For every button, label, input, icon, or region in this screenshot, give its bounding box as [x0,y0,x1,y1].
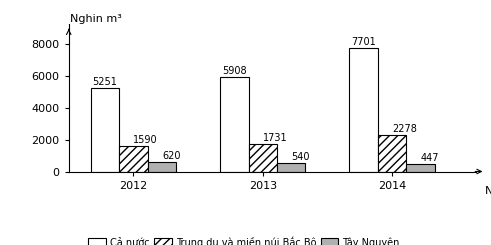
Legend: Cả nước, Trung du và miền núi Bắc Bộ, Tây Nguyên: Cả nước, Trung du và miền núi Bắc Bộ, Tâ… [84,233,404,245]
Text: Nghin m³: Nghin m³ [70,14,122,24]
Bar [378,135,407,172]
Bar [407,164,435,172]
Text: Năm: Năm [485,186,491,196]
Text: 1590: 1590 [134,135,158,145]
Text: 7701: 7701 [352,37,376,48]
Text: 5251: 5251 [92,77,117,87]
Bar [220,77,248,172]
Bar [248,144,277,172]
Text: 447: 447 [421,153,439,163]
Bar [119,146,148,171]
Text: 540: 540 [291,152,310,162]
Text: 1731: 1731 [263,133,287,143]
Bar [148,162,176,172]
Text: 5908: 5908 [222,66,246,76]
Bar [350,49,378,172]
Text: 2278: 2278 [392,124,417,134]
Text: 620: 620 [162,151,180,161]
Bar [277,163,305,172]
Bar [91,88,119,172]
